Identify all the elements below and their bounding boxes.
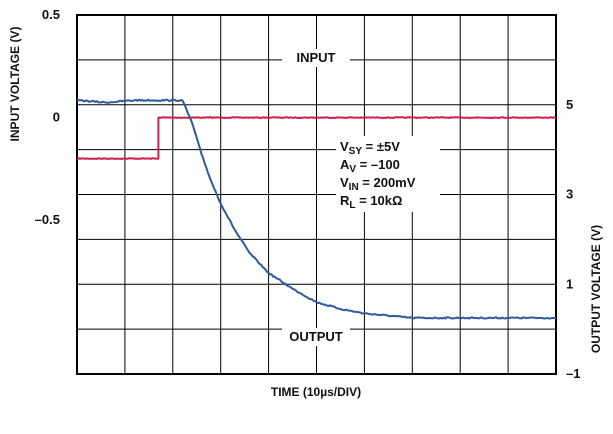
annotation-line: VSY = ±5V [340, 139, 400, 157]
x-axis-title: TIME (10µs/DIV) [271, 385, 361, 399]
series-label-output: OUTPUT [289, 329, 343, 344]
series-layer [76, 98, 557, 320]
left-y-axis-title: INPUT VOLTAGE (V) [8, 27, 22, 142]
left-tick-labels: 0.5 0 –0.5 [35, 7, 60, 227]
series-label-bg [282, 328, 350, 346]
grid [77, 15, 556, 374]
series-line-output [76, 98, 557, 320]
series-labels: INPUT OUTPUT [282, 49, 350, 346]
annotation-line: RL = 10kΩ [340, 193, 402, 211]
annotation-line: VIN = 200mV [340, 175, 416, 193]
left-tick-label: 0.5 [42, 7, 60, 22]
series-label-bg [282, 49, 350, 67]
left-tick-label: –0.5 [35, 212, 60, 227]
plot-frame [76, 14, 557, 375]
right-tick-labels: 5 3 1 –1 [566, 97, 580, 381]
right-tick-label: 5 [566, 97, 573, 112]
series-line-input [76, 116, 557, 160]
series-label-input: INPUT [297, 50, 336, 65]
annotation-line: AV = –100 [340, 157, 400, 175]
left-tick-label: 0 [53, 110, 60, 125]
right-tick-label: –1 [566, 366, 580, 381]
right-tick-label: 3 [566, 187, 573, 202]
right-tick-label: 1 [566, 276, 573, 291]
annotation-bg [336, 136, 440, 212]
right-y-axis-title: OUTPUT VOLTAGE (V) [589, 225, 603, 353]
